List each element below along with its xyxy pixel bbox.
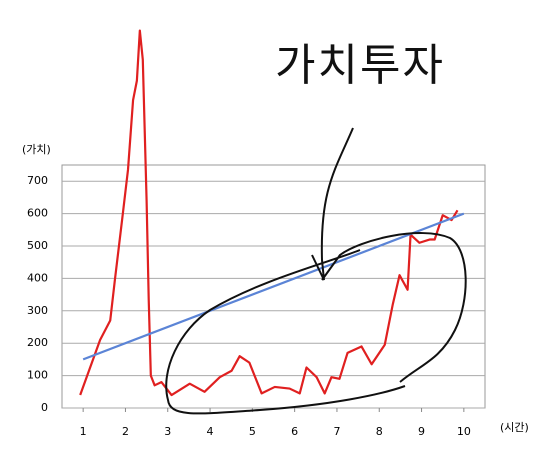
x-tick-label: 5 [249,425,256,438]
x-tick-label: 7 [333,425,340,438]
y-tick-label: 300 [27,304,48,317]
data-line [82,212,465,361]
data-line [79,29,459,397]
y-tick-label: 500 [27,239,48,252]
y-tick-label: 600 [27,207,48,220]
y-tick-label: 700 [27,174,48,187]
x-tick-label: 10 [457,425,471,438]
x-tick-label: 4 [207,425,214,438]
x-tick-label: 6 [291,425,298,438]
annotation: 가치투자 [275,40,445,91]
y-axis-label: (가치) [22,143,51,156]
x-axis-label: (시간) [500,421,529,434]
x-tick-label: 9 [418,425,425,438]
x-tick-label: 3 [164,425,171,438]
hand-drawn-scribble [165,127,467,415]
y-tick-label: 0 [41,401,48,414]
y-tick-label: 100 [27,369,48,382]
y-tick-label: 400 [27,271,48,284]
x-tick-label: 8 [376,425,383,438]
y-tick-label: 200 [27,336,48,349]
x-tick-label: 2 [122,425,129,438]
x-tick-label: 1 [80,425,87,438]
